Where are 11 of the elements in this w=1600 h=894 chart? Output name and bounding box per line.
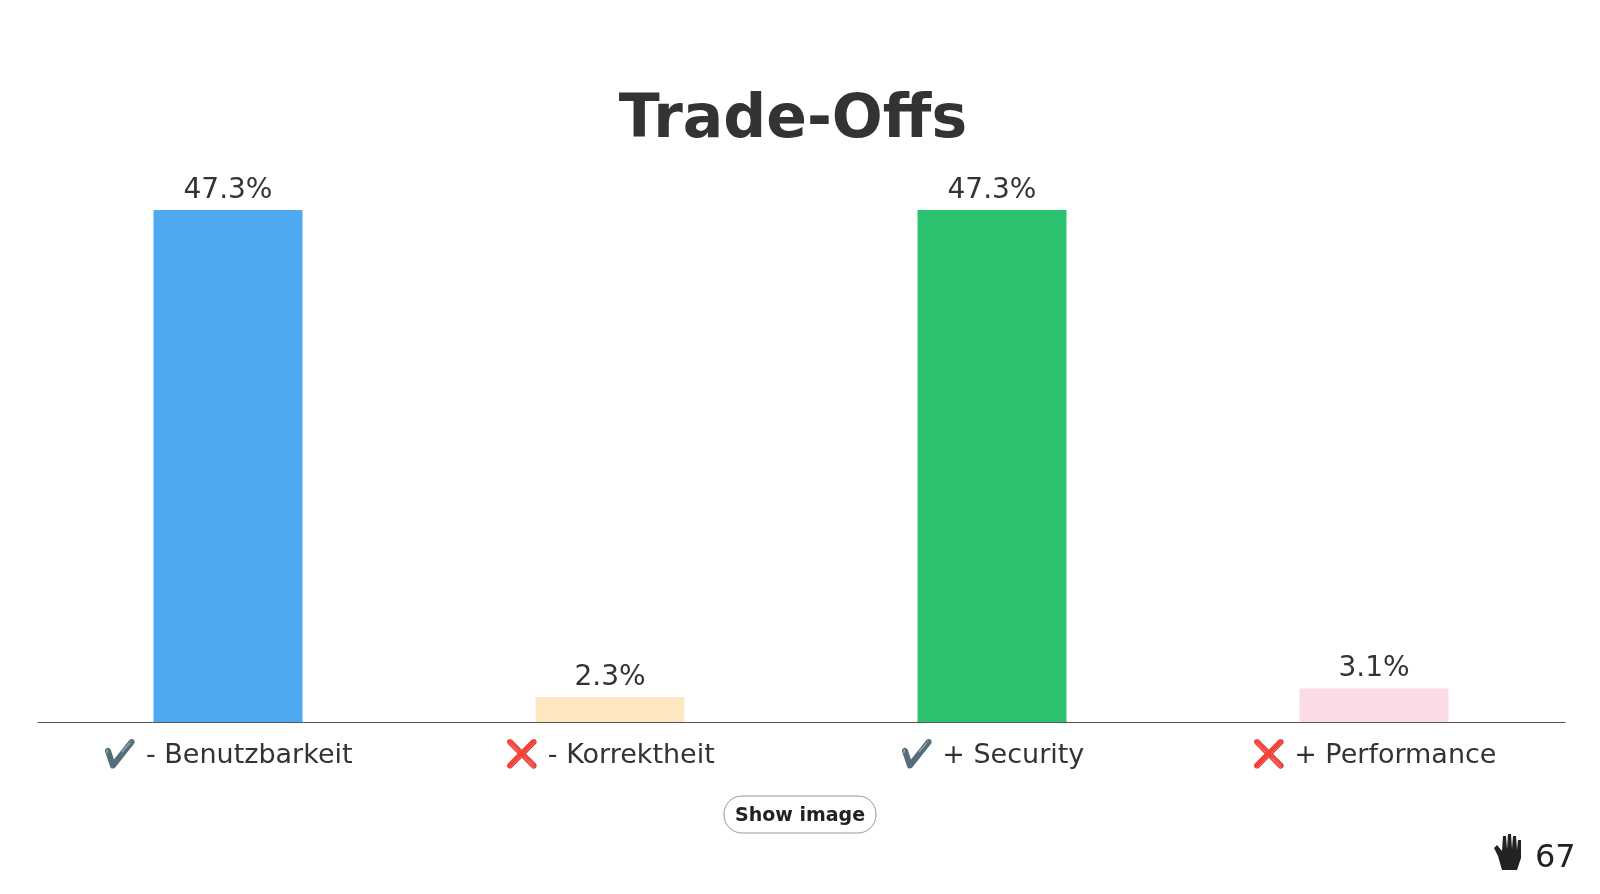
- x-tick-label: ✔ + Security: [899, 738, 1085, 770]
- data-label: 47.3%: [183, 172, 273, 205]
- text: Show image: [734, 803, 866, 825]
- text: 67: [1535, 837, 1576, 875]
- data-label: 47.3%: [947, 172, 1037, 205]
- chart-title: Trade-Offs: [618, 81, 968, 151]
- data-label: 3.1%: [1338, 650, 1410, 684]
- x-tick-label: ✔ - Benutzbarkeit: [103, 738, 353, 770]
- x-tick-label: ❌ + Performance: [1251, 738, 1497, 771]
- data-label: 2.3%: [574, 659, 646, 693]
- x-tick-label: ❌ - Korrektheit: [505, 738, 715, 771]
